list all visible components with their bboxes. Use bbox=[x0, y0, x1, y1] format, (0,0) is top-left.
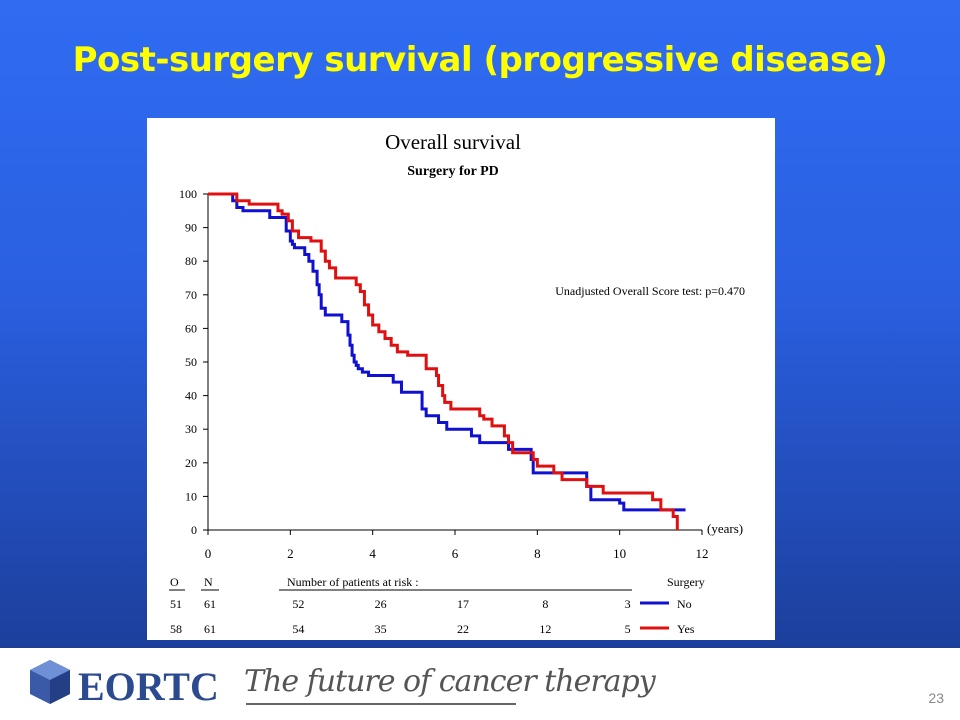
risk-row-o: 51 bbox=[170, 597, 182, 611]
risk-count: 54 bbox=[292, 622, 304, 636]
legend-label-yes: Yes bbox=[677, 622, 695, 636]
x-tick-label: 8 bbox=[534, 546, 541, 561]
risk-header-group: Surgery bbox=[667, 575, 705, 589]
y-tick-label: 100 bbox=[179, 187, 197, 201]
risk-count: 26 bbox=[375, 597, 387, 611]
y-tick-label: 80 bbox=[185, 254, 197, 268]
chart-subtitle: Surgery for PD bbox=[407, 164, 499, 179]
p-value-annotation: Unadjusted Overall Score test: p=0.470 bbox=[555, 284, 745, 298]
risk-count: 35 bbox=[375, 622, 387, 636]
risk-row-n: 61 bbox=[204, 597, 216, 611]
y-tick-label: 20 bbox=[185, 456, 197, 470]
y-tick-label: 70 bbox=[185, 288, 197, 302]
risk-header-n: N bbox=[204, 575, 213, 589]
eortc-logo-text: EORTC bbox=[78, 664, 219, 709]
risk-count: 12 bbox=[539, 622, 551, 636]
y-tick-label: 50 bbox=[185, 355, 197, 369]
chart-title: Overall survival bbox=[385, 130, 521, 154]
y-tick-label: 60 bbox=[185, 321, 197, 335]
survival-curves bbox=[208, 192, 686, 530]
risk-count: 8 bbox=[542, 597, 548, 611]
eortc-cube-side bbox=[50, 670, 70, 704]
footer-bar bbox=[0, 648, 960, 720]
risk-count: 5 bbox=[625, 622, 631, 636]
x-tick-label: 2 bbox=[287, 546, 294, 561]
survival-curve-yes bbox=[208, 192, 679, 530]
y-tick-label: 30 bbox=[185, 422, 197, 436]
x-tick-label: 4 bbox=[369, 546, 376, 561]
footer-tagline: The future of cancer therapy bbox=[244, 664, 656, 699]
risk-count: 52 bbox=[292, 597, 304, 611]
risk-row-n: 61 bbox=[204, 622, 216, 636]
risk-row-o: 58 bbox=[170, 622, 182, 636]
slide-title: Post-surgery survival (progressive disea… bbox=[72, 40, 888, 80]
y-tick-label: 40 bbox=[185, 389, 197, 403]
risk-table: O N Number of patients at risk : Surgery… bbox=[169, 575, 705, 636]
risk-header-o: O bbox=[170, 575, 179, 589]
survival-curve-no bbox=[208, 192, 686, 512]
risk-header-label: Number of patients at risk : bbox=[287, 575, 419, 589]
tagline-underline bbox=[246, 703, 516, 705]
risk-count: 22 bbox=[457, 622, 469, 636]
kaplan-meier-chart: Overall survival Surgery for PD 01020304… bbox=[169, 130, 745, 636]
x-tick-label: 10 bbox=[613, 546, 626, 561]
survival-chart-panel: Overall survival Surgery for PD 0 10 20 30 4… bbox=[147, 118, 775, 640]
x-tick-label: 12 bbox=[696, 546, 709, 561]
eortc-logo: EORTC bbox=[30, 660, 219, 709]
x-tick-label: 0 bbox=[205, 546, 212, 561]
y-tick-label: 0 bbox=[191, 523, 197, 537]
y-tick-label: 10 bbox=[185, 489, 197, 503]
chart-axes: 0 10 20 30 40 50 60 70 80 90 100 0 2 4 6 8 10 12 bbox=[179, 187, 709, 561]
x-tick-label: 6 bbox=[452, 546, 459, 561]
risk-count: 3 bbox=[625, 597, 631, 611]
y-tick-label: 90 bbox=[185, 221, 197, 235]
legend-label-no: No bbox=[677, 597, 692, 611]
page-number: 23 bbox=[928, 690, 944, 706]
x-axis-label: (years) bbox=[707, 521, 743, 536]
risk-count: 17 bbox=[457, 597, 469, 611]
